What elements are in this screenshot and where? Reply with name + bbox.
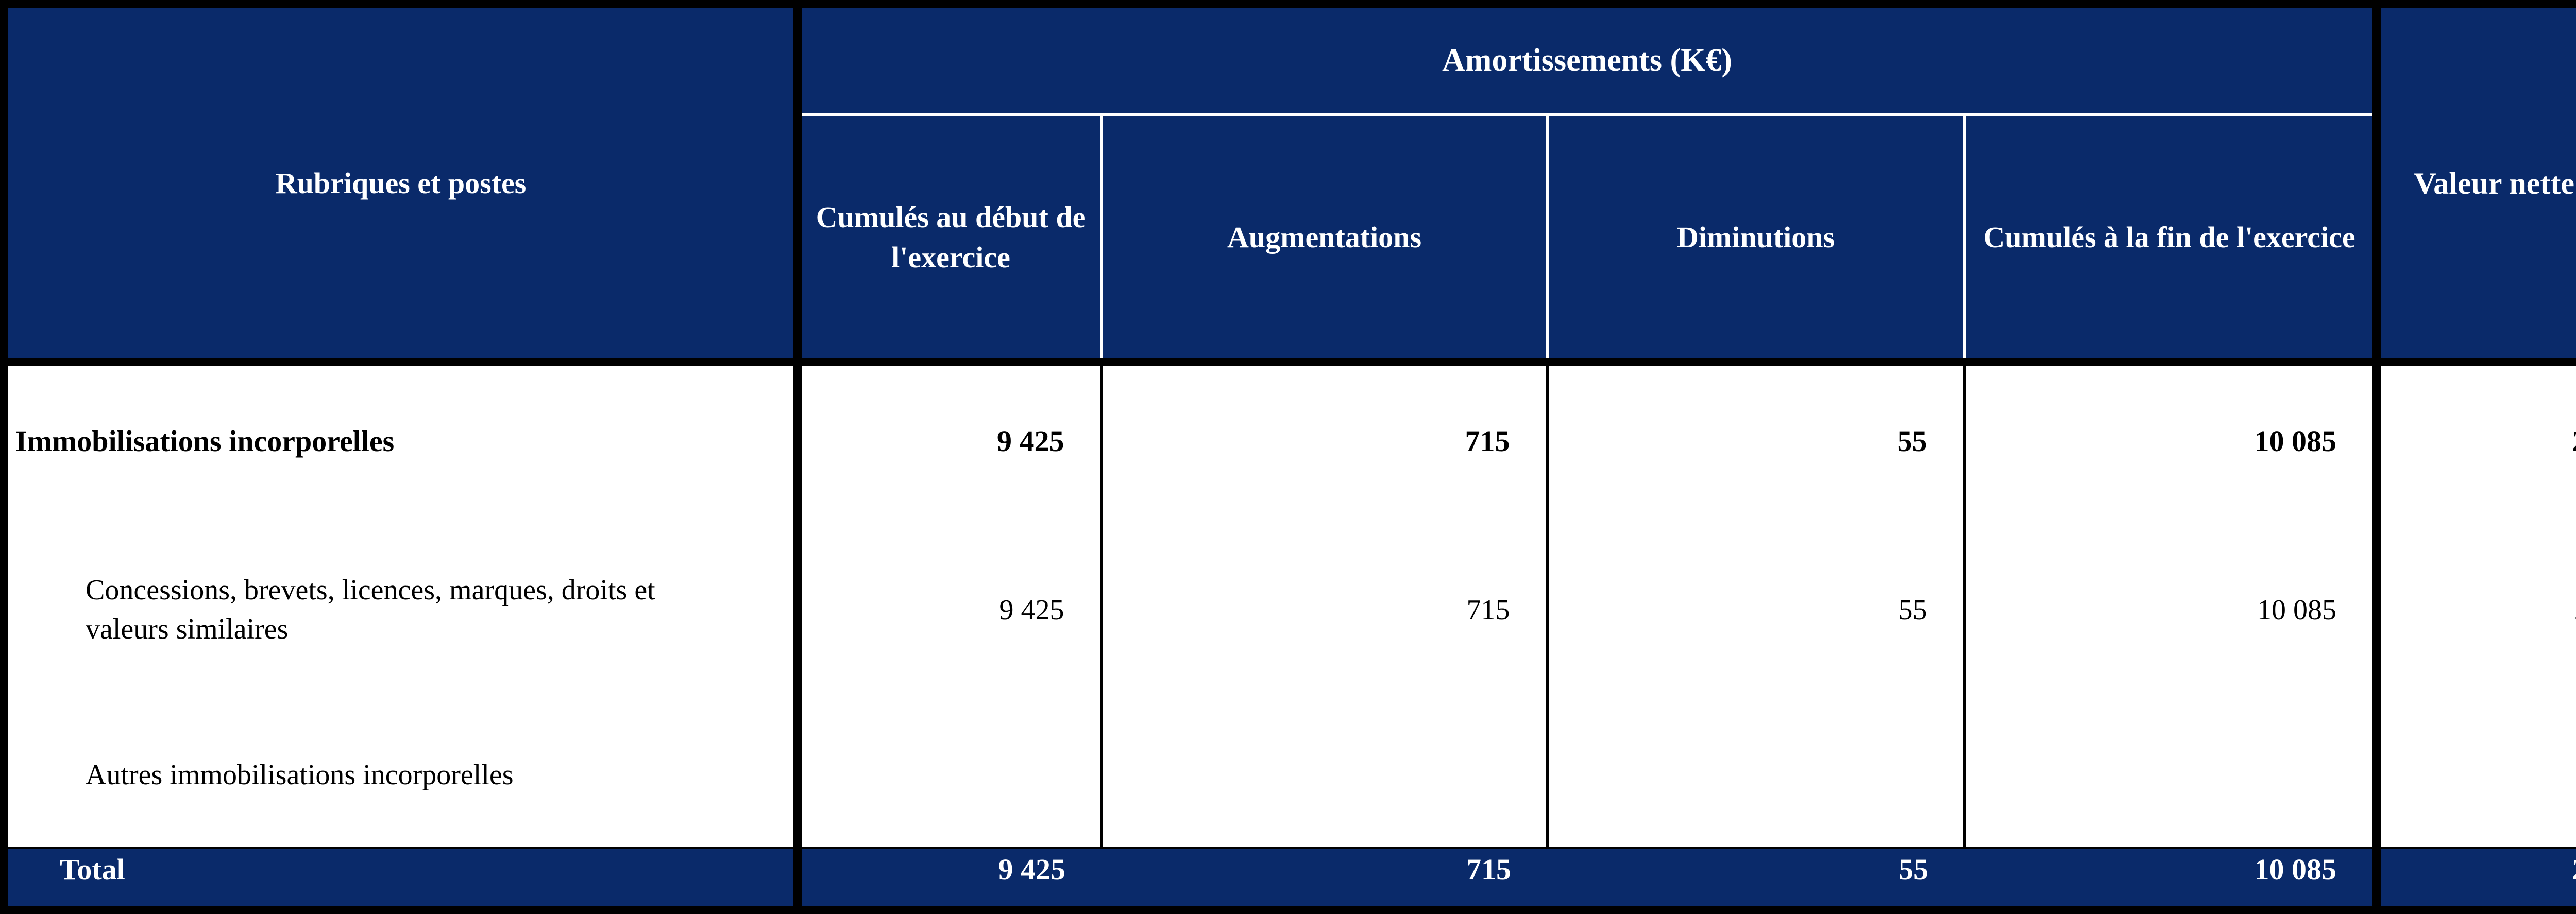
cell-augmentations xyxy=(1101,704,1549,848)
cell-diminutions xyxy=(1547,704,1966,848)
table-row-immobilisations-incorporelles: Immobilisations incorporelles 9 425 715 … xyxy=(4,362,2576,516)
cell-augmentations: 715 xyxy=(1101,362,1549,516)
cell-cumules-fin xyxy=(1964,704,2381,848)
total-row: Total 9 425 715 55 10 085 2 394 xyxy=(4,847,2576,910)
row-label: Autres immobilisations incorporelles xyxy=(4,704,802,848)
cell-augmentations: 715 xyxy=(1101,516,1549,704)
header-valeur-nette: Valeur nette (K€) xyxy=(2372,4,2576,366)
header-cumules-debut: Cumulés au début de l'exercice xyxy=(798,115,1103,366)
table-row-concessions-brevets: Concessions, brevets, licences, marques,… xyxy=(4,516,2576,704)
cell-cumules-fin: 10 085 xyxy=(1964,362,2381,516)
header-group-row: Rubriques et postes Amortissements (K€) … xyxy=(4,4,2576,366)
total-cumules-debut: 9 425 xyxy=(798,847,1101,910)
header-augmentations: Augmentations xyxy=(1101,115,1549,366)
total-valeur-nette: 2 394 xyxy=(2377,847,2576,910)
table-row-autres-immobilisations: Autres immobilisations incorporelles xyxy=(4,704,2576,848)
row-label: Concessions, brevets, licences, marques,… xyxy=(4,516,802,704)
header-cumules-fin: Cumulés à la fin de l'exercice xyxy=(1964,115,2381,366)
header-diminutions: Diminutions xyxy=(1547,115,1966,366)
total-cumules-fin: 10 085 xyxy=(1964,847,2381,910)
cell-valeur-nette: 2 394 xyxy=(2377,362,2576,516)
cell-cumules-debut: 9 425 xyxy=(798,362,1103,516)
cell-cumules-debut: 9 425 xyxy=(798,516,1103,704)
total-augmentations: 715 xyxy=(1101,847,1547,910)
cell-cumules-fin: 10 085 xyxy=(1964,516,2381,704)
header-sub-row: Cumulés au début de l'exercice Augmentat… xyxy=(4,115,2576,366)
row-label: Immobilisations incorporelles xyxy=(4,362,802,516)
total-label: Total xyxy=(4,847,802,910)
cell-valeur-nette: 2 394 xyxy=(2377,516,2576,704)
total-diminutions: 55 xyxy=(1547,847,1964,910)
header-amortissements-group: Amortissements (K€) xyxy=(798,4,2377,116)
cell-valeur-nette xyxy=(2377,704,2576,848)
cell-diminutions: 55 xyxy=(1547,516,1966,704)
header-rubriques-et-postes: Rubriques et postes xyxy=(4,4,802,366)
cell-cumules-debut xyxy=(798,704,1103,848)
cell-diminutions: 55 xyxy=(1547,362,1966,516)
